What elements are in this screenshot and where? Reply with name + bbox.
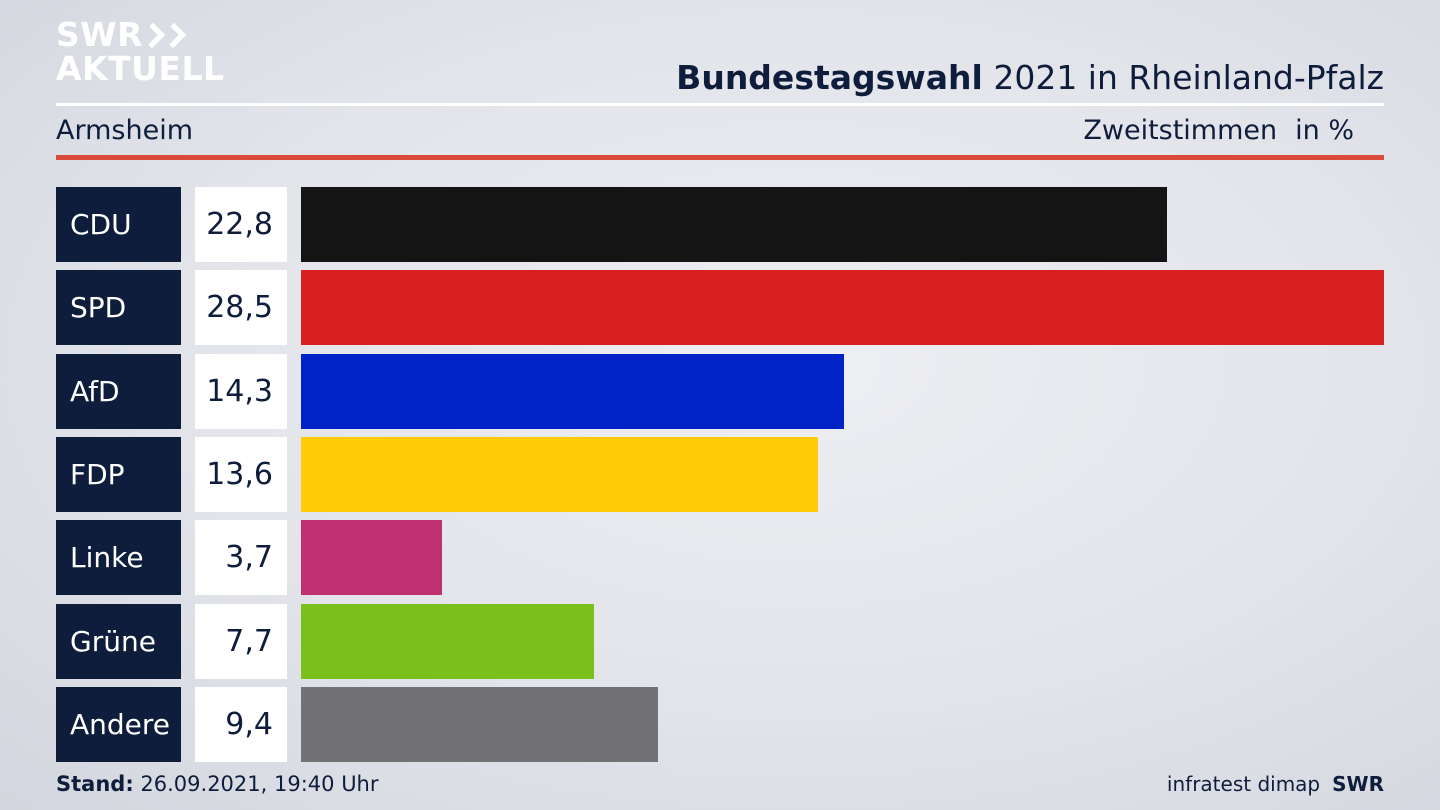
- source-credit: infratest dimap SWR: [1167, 772, 1384, 796]
- bar-row: SPD 28,5: [56, 270, 1384, 346]
- value-label: 28,5: [195, 270, 287, 346]
- party-label: SPD: [56, 270, 181, 346]
- brand-label: SWR: [1332, 772, 1384, 796]
- value-label: 7,7: [195, 603, 287, 679]
- bar-row: CDU 22,8: [56, 187, 1384, 262]
- logo-line-2: AKTUELL: [56, 49, 225, 88]
- bar: [301, 353, 845, 429]
- party-label: Grüne: [56, 603, 181, 679]
- bar-row: Andere 9,4: [56, 686, 1384, 762]
- bar: [301, 270, 1384, 346]
- swr-aktuell-logo: SWR AKTUELL: [56, 18, 225, 86]
- timestamp: Stand: 26.09.2021, 19:40 Uhr: [56, 772, 379, 796]
- measure-label: Zweitstimmen in %: [1083, 115, 1354, 146]
- value-label: 22,8: [195, 187, 287, 262]
- measure-name: Zweitstimmen: [1083, 115, 1278, 146]
- bar: [301, 603, 594, 679]
- title-rest: 2021 in Rheinland-Pfalz: [993, 58, 1384, 97]
- logo-line-1: SWR: [56, 15, 144, 54]
- bar: [301, 436, 818, 512]
- party-label: AfD: [56, 353, 181, 429]
- stand-label: Stand:: [56, 772, 134, 796]
- bar: [301, 520, 442, 596]
- bar-row: Grüne 7,7: [56, 603, 1384, 679]
- value-label: 14,3: [195, 353, 287, 429]
- bar-row: AfD 14,3: [56, 353, 1384, 429]
- stand-value: 26.09.2021, 19:40 Uhr: [140, 772, 379, 796]
- title-bold: Bundestagswahl: [676, 58, 983, 97]
- region-label: Armsheim: [56, 115, 193, 146]
- party-label: Andere: [56, 686, 181, 762]
- bar-row: FDP 13,6: [56, 436, 1384, 512]
- bar: [301, 686, 659, 762]
- value-label: 13,6: [195, 436, 287, 512]
- value-label: 3,7: [195, 520, 287, 596]
- source-label: infratest dimap: [1166, 772, 1321, 796]
- measure-unit: in %: [1295, 115, 1354, 146]
- bar-row: Linke 3,7: [56, 520, 1384, 596]
- swr-brand: SWR: [1332, 772, 1384, 796]
- party-label: Linke: [56, 520, 181, 596]
- party-label: CDU: [56, 187, 181, 262]
- party-label: FDP: [56, 436, 181, 512]
- value-label: 9,4: [195, 686, 287, 762]
- header-divider: [56, 103, 1384, 106]
- chevron-icon: [160, 22, 187, 48]
- accent-divider: [56, 155, 1384, 160]
- page-title: Bundestagswahl 2021 in Rheinland-Pfalz: [676, 58, 1384, 97]
- bar: [301, 187, 1168, 262]
